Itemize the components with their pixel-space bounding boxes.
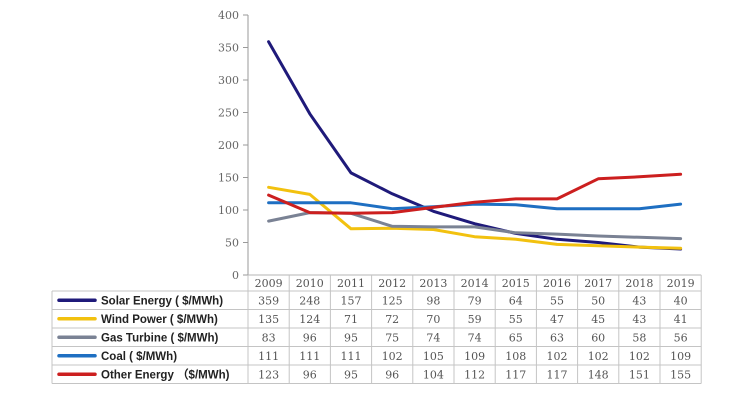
- data-cell: 50: [591, 294, 605, 307]
- y-tick-label: 0: [232, 269, 239, 282]
- data-cell: 111: [341, 350, 362, 363]
- data-cell: 65: [509, 331, 523, 344]
- x-category-label: 2019: [667, 277, 695, 290]
- data-cell: 108: [505, 350, 526, 363]
- data-cell: 104: [423, 368, 444, 381]
- data-cell: 96: [385, 368, 399, 381]
- data-cell: 102: [382, 350, 403, 363]
- data-cell: 111: [258, 350, 279, 363]
- x-category-label: 2009: [255, 277, 283, 290]
- series-line-3: [267, 211, 683, 241]
- data-cell: 157: [341, 294, 362, 307]
- legend-label: Solar Energy ( $/MWh): [101, 295, 223, 307]
- data-cell: 63: [550, 331, 564, 344]
- data-cell: 43: [632, 313, 646, 326]
- data-cell: 72: [385, 313, 399, 326]
- data-cell: 70: [426, 313, 440, 326]
- data-cell: 45: [591, 313, 605, 326]
- y-tick-label: 50: [225, 237, 239, 250]
- x-category-label: 2011: [337, 277, 365, 290]
- data-cell: 102: [588, 350, 609, 363]
- series-line-2: [267, 185, 683, 250]
- data-cell: 71: [344, 313, 358, 326]
- data-cell: 64: [509, 294, 523, 307]
- data-cell: 111: [299, 350, 320, 363]
- data-cell: 117: [505, 368, 526, 381]
- data-cell: 109: [670, 350, 691, 363]
- series-lines: [267, 40, 683, 251]
- y-tick-label: 200: [218, 139, 239, 152]
- data-cell: 125: [382, 294, 403, 307]
- x-category-label: 2018: [625, 277, 653, 290]
- y-tick-label: 250: [218, 107, 239, 120]
- legend-label: Other Energy （$/MWh): [101, 367, 230, 381]
- y-tick-label: 150: [218, 172, 239, 185]
- data-table-grid: [51, 274, 702, 384]
- data-cell: 102: [629, 350, 650, 363]
- y-axis: 0 50 100 150 200 250 300 350 400: [218, 9, 249, 282]
- data-cell: 117: [547, 368, 568, 381]
- data-cell: 359: [258, 294, 279, 307]
- data-cell: 59: [468, 313, 482, 326]
- x-category-label: 2012: [378, 277, 406, 290]
- data-cell: 135: [258, 313, 279, 326]
- series-line-4: [267, 201, 683, 211]
- data-cell: 40: [674, 294, 688, 307]
- x-category-label: 2017: [584, 277, 612, 290]
- data-cell: 79: [468, 294, 482, 307]
- data-cell: 105: [423, 350, 444, 363]
- data-cell: 112: [464, 368, 485, 381]
- series-line-5: [267, 172, 683, 215]
- data-cell: 96: [303, 368, 317, 381]
- data-cell: 102: [547, 350, 568, 363]
- data-cell: 75: [385, 331, 399, 344]
- y-tick-label: 400: [218, 9, 239, 22]
- data-cell: 151: [629, 368, 650, 381]
- data-cell: 41: [674, 313, 688, 326]
- data-cell: 109: [464, 350, 485, 363]
- data-cell: 43: [632, 294, 646, 307]
- data-cell: 155: [670, 368, 691, 381]
- data-cell: 248: [299, 294, 320, 307]
- data-cell: 58: [632, 331, 646, 344]
- data-cell: 60: [591, 331, 605, 344]
- legend-label: Coal ( $/MWh): [101, 351, 177, 363]
- data-cell: 74: [468, 331, 482, 344]
- data-cell: 95: [344, 331, 358, 344]
- data-cell: 148: [588, 368, 609, 381]
- data-cell: 74: [426, 331, 440, 344]
- data-cell: 55: [550, 294, 564, 307]
- data-cell: 123: [258, 368, 279, 381]
- x-category-label: 2014: [461, 277, 489, 290]
- x-category-label: 2016: [543, 277, 571, 290]
- legend-table: Solar Energy ( $/MWh) Wind Power ( $/MWh)…: [57, 295, 230, 381]
- data-cell: 98: [426, 294, 440, 307]
- data-table-cells: 359 248 157 125 98 79 64 55 50 43 40 135 124 71 72 70 59…: [258, 294, 691, 381]
- x-category-label: 2010: [296, 277, 324, 290]
- data-cell: 55: [509, 313, 523, 326]
- y-tick-label: 300: [218, 74, 239, 87]
- y-tick-label: 100: [218, 204, 239, 217]
- x-category-label: 2015: [502, 277, 530, 290]
- data-cell: 56: [674, 331, 688, 344]
- legend-label: Wind Power ( $/MWh): [101, 314, 218, 326]
- series-line-1: [267, 40, 683, 251]
- legend-label: Gas Turbine ( $/MWh): [101, 332, 219, 344]
- y-tick-label: 350: [218, 42, 239, 55]
- data-cell: 47: [550, 313, 564, 326]
- data-cell: 95: [344, 368, 358, 381]
- x-category-label: 2013: [419, 277, 447, 290]
- data-cell: 124: [299, 313, 320, 326]
- category-labels: 2009 2010 2011 2012 2013 2014 2015 2016 2017 2018…: [255, 277, 695, 290]
- data-cell: 83: [262, 331, 276, 344]
- data-cell: 96: [303, 331, 317, 344]
